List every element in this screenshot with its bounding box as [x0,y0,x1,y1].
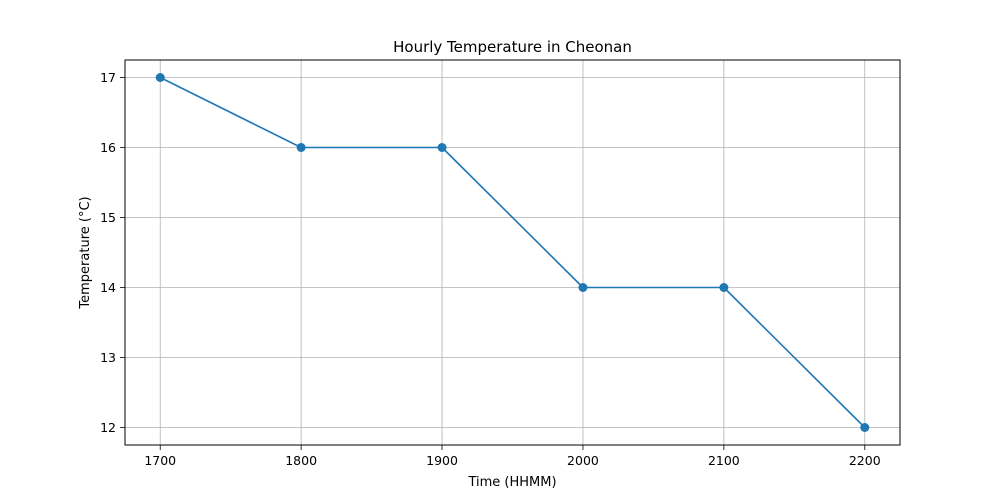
data-point [578,283,588,292]
data-point [437,143,447,152]
x-tick-label: 2100 [708,453,740,468]
x-axis-label: Time (HHMM) [467,475,556,490]
x-tick-label: 1800 [285,453,317,468]
series-line [159,76,866,429]
y-tick-label: 16 [100,140,116,155]
chart-title: Hourly Temperature in Cheonan [393,38,632,56]
y-tick-label: 15 [100,210,116,225]
y-tick-label: 12 [100,420,116,435]
x-tick-label: 2200 [849,453,881,468]
x-tick-label: 1900 [426,453,458,468]
x-tick-label: 2000 [567,453,599,468]
data-point [296,143,306,152]
series [155,73,870,432]
y-tick-label: 14 [100,280,116,295]
plot-area-frame [124,59,901,446]
grid [125,60,900,445]
x-tick-label: 1700 [144,453,176,468]
data-point [719,283,729,292]
data-point [860,423,870,432]
y-tick-label: 17 [100,70,116,85]
y-axis-label: Temperature (°C) [78,196,93,309]
axis-ticks: 1700 1800 1900 2000 2100 2200 12 13 14 15 16 17 [100,70,881,468]
data-point [155,73,165,82]
y-tick-label: 13 [100,350,116,365]
